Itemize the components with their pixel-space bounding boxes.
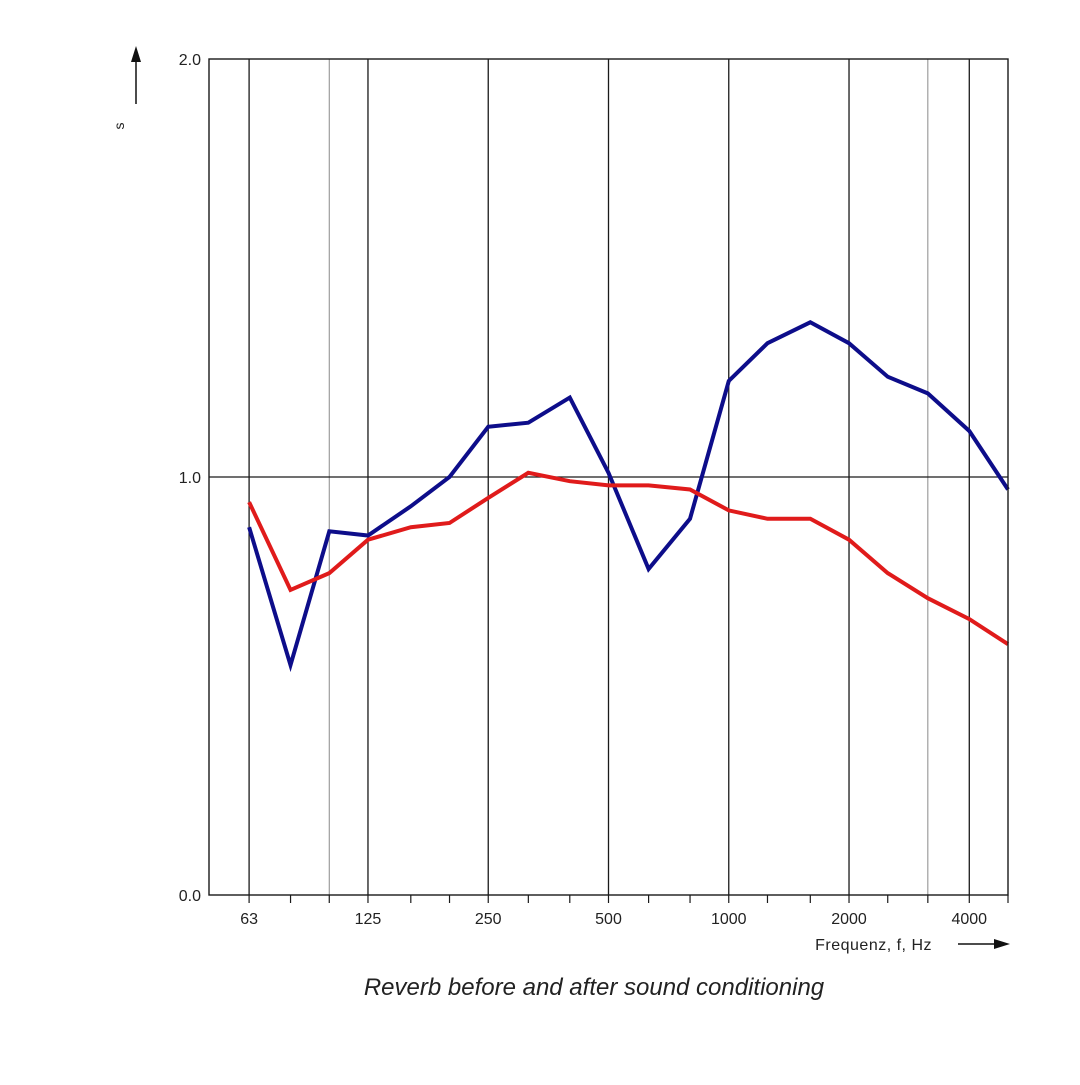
x-axis-label: Frequenz, f, Hz <box>815 937 932 954</box>
series-lines <box>247 320 1010 673</box>
y-tick-labels: 0.0 1.0 2.0 <box>179 52 201 905</box>
series-line-blue <box>247 320 1010 673</box>
y-tick-label: 2.0 <box>179 52 201 69</box>
x-axis-arrow <box>958 939 1010 949</box>
x-tick-label: 250 <box>475 911 502 928</box>
x-tick-label: 2000 <box>831 911 867 928</box>
x-tick-label: 125 <box>355 911 382 928</box>
y-axis-arrow <box>131 46 141 104</box>
x-tick-label: 500 <box>595 911 622 928</box>
x-tick-label: 4000 <box>951 911 987 928</box>
series-line-red <box>247 470 1010 646</box>
y-axis-label: s <box>111 123 127 130</box>
plot-frame <box>208 58 1009 903</box>
x-tick-label: 63 <box>240 911 258 928</box>
y-tick-label: 0.0 <box>179 888 201 905</box>
chart-caption: Reverb before and after sound conditioni… <box>364 974 825 1001</box>
x-tick-label: 1000 <box>711 911 747 928</box>
x-tick-labels: 63 125 250 500 1000 2000 4000 <box>240 911 987 928</box>
y-tick-label: 1.0 <box>179 470 201 487</box>
